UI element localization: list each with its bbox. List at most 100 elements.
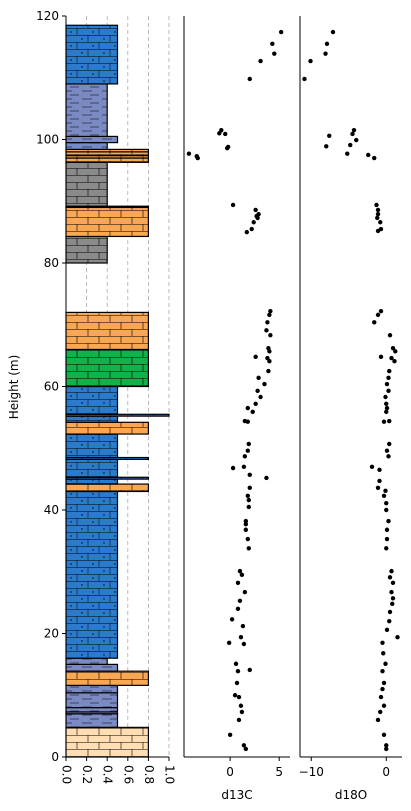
point [245,405,250,411]
point [375,212,381,217]
point [374,202,379,208]
point [246,504,251,510]
point [384,405,390,411]
point [242,589,248,595]
point [387,333,393,338]
x-tick-label: 0.6 [121,765,135,784]
y-tick-label: 120 [36,9,59,23]
point [377,478,382,484]
point [381,493,387,498]
point [392,358,397,364]
y-axis-label: Height (m) [7,355,21,420]
point [236,717,242,723]
point [372,320,377,325]
point [384,448,390,453]
point [262,381,267,387]
x-tick-label: 0.0 [60,765,74,784]
point [381,651,386,656]
point [383,661,388,666]
point [389,355,394,361]
point [375,312,381,318]
layer-pattern [65,311,150,351]
point [375,215,380,221]
x-axis-label: d18O [335,788,367,802]
point [389,568,394,574]
point [223,131,228,137]
point [384,546,389,551]
layer-pattern [65,433,119,459]
point [381,680,387,686]
layer-pattern [65,684,119,694]
point [235,580,241,586]
point [249,226,254,232]
point [384,409,389,415]
point [272,51,277,56]
point [245,493,250,498]
layer-pattern [65,161,108,207]
layer-pattern [65,235,108,264]
point [241,743,247,748]
point [242,418,248,424]
point [247,667,252,673]
point [264,328,269,333]
point [267,312,272,318]
point [375,717,381,723]
y-tick-label: 80 [44,256,59,270]
x-tick-label: 1.0 [163,765,177,784]
point [270,41,275,46]
point [238,635,244,640]
point [239,709,245,715]
x-tick-label: 5 [275,765,283,779]
point [237,568,243,574]
point [380,668,385,674]
point [267,358,272,364]
point [246,497,251,503]
point [241,464,247,469]
point [390,601,395,607]
point [323,51,328,56]
point [377,467,382,473]
point [378,709,383,715]
point [383,394,388,400]
point [384,627,390,632]
point [324,41,330,46]
point [384,381,390,387]
point [378,220,383,225]
x-axis-label: d13C [221,788,252,802]
point [245,448,250,453]
point [350,131,355,137]
point [226,640,232,645]
point [386,454,391,459]
layer-pattern [65,24,119,85]
point [386,375,391,381]
point [380,686,385,692]
layer-pattern [65,657,108,665]
point [268,308,273,314]
layer-pattern [65,83,108,138]
point [267,349,272,354]
point [232,693,238,698]
point [324,144,329,149]
point [224,145,230,151]
point [380,640,385,645]
point [258,58,263,64]
point [375,485,381,490]
y-tick-label: 60 [44,380,59,394]
point [247,76,252,82]
point [308,58,313,64]
point [236,694,242,700]
point [378,694,384,700]
point [378,354,384,360]
point [378,308,384,314]
point [258,394,263,400]
point [246,441,251,447]
point [384,501,389,506]
point [381,703,387,708]
point [375,228,381,234]
point [238,703,244,708]
point [235,668,241,674]
point [387,609,393,615]
point [384,536,390,542]
point [330,29,336,35]
